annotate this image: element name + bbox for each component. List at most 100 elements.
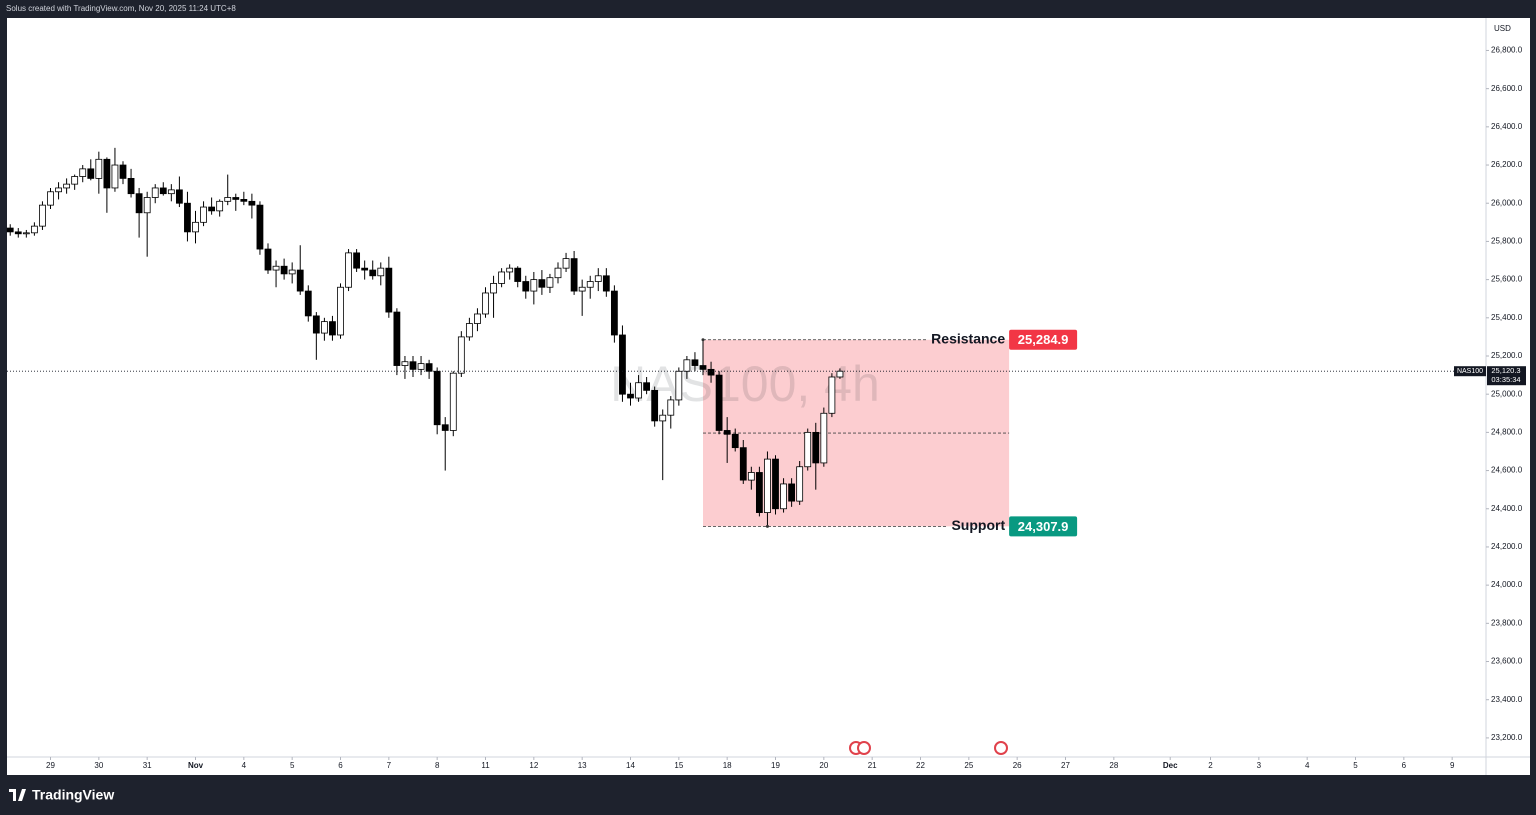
candle-body	[337, 286, 344, 336]
candle-body	[747, 472, 755, 481]
candle-body	[772, 458, 779, 510]
candle-body	[280, 265, 288, 275]
x-tick-label: 28	[1109, 761, 1118, 770]
candle-body	[457, 336, 465, 374]
countdown-label: 03:35:34	[1491, 375, 1520, 384]
candle-body	[651, 389, 659, 422]
current-price-label: 25,120.3	[1491, 366, 1520, 375]
x-tick-label: 6	[338, 761, 343, 770]
y-tick-label: 26,400.0	[1491, 122, 1523, 131]
currency-label: USD	[1494, 24, 1511, 33]
candle-body	[780, 483, 787, 510]
candle-body	[401, 361, 409, 366]
footer-logo	[9, 789, 26, 801]
y-tick-label: 25,600.0	[1491, 275, 1523, 284]
x-tick-label: Dec	[1163, 761, 1178, 770]
y-tick-label: 23,400.0	[1491, 695, 1523, 704]
candle-body	[441, 424, 449, 431]
candle-body	[820, 412, 828, 464]
y-tick-label: 25,000.0	[1491, 389, 1523, 398]
candle-body	[39, 204, 46, 227]
x-tick-label: 2	[1208, 761, 1213, 770]
candle-body	[570, 258, 578, 292]
x-tick-label: 5	[1353, 761, 1358, 770]
candle-body	[715, 374, 723, 431]
candle-body	[755, 472, 763, 513]
candle-body	[667, 399, 675, 416]
candle-body	[63, 183, 71, 189]
x-tick-label: 20	[819, 761, 828, 770]
candle-body	[643, 382, 651, 391]
x-tick-label: 27	[1061, 761, 1070, 770]
candle-body	[659, 414, 667, 422]
candle-body	[723, 430, 731, 435]
x-tick-label: 5	[290, 761, 295, 770]
candle-body	[836, 370, 844, 378]
candle-body	[216, 200, 224, 212]
x-tick-label: 13	[578, 761, 587, 770]
x-tick-label: 4	[1305, 761, 1310, 770]
candle-body	[739, 447, 747, 481]
candle-body	[159, 187, 167, 195]
candle-body	[409, 361, 417, 370]
candle-body	[47, 191, 54, 206]
candle-body	[353, 252, 361, 269]
x-tick-label: 18	[723, 761, 732, 770]
candle-body	[119, 164, 127, 179]
candle-body	[232, 197, 240, 200]
candle-body	[610, 290, 618, 336]
x-tick-label: 9	[1450, 761, 1455, 770]
candle-body	[151, 187, 159, 198]
candle-body	[135, 193, 143, 214]
x-tick-label: 30	[94, 761, 103, 770]
candle-body	[425, 363, 433, 372]
candle-body	[691, 359, 699, 366]
support-anchor	[765, 524, 769, 528]
x-tick-label: 6	[1402, 761, 1407, 770]
candle-body	[788, 483, 796, 502]
level-text: Resistance	[931, 330, 1005, 346]
candle-body	[240, 199, 248, 202]
x-tick-label: Nov	[188, 761, 204, 770]
x-tick-label: 26	[1013, 761, 1022, 770]
candle-body	[578, 286, 586, 292]
x-tick-label: 22	[916, 761, 925, 770]
candle-body	[256, 204, 264, 250]
footer-brand: TradingView	[32, 787, 114, 803]
y-tick-label: 26,000.0	[1491, 198, 1523, 207]
y-tick-label: 24,400.0	[1491, 504, 1523, 513]
candle-body	[764, 458, 771, 513]
candle-body	[699, 365, 707, 370]
candle-body	[482, 292, 489, 315]
x-tick-label: 21	[868, 761, 877, 770]
candle-body	[675, 370, 683, 401]
candle-body	[6, 227, 14, 233]
x-tick-label: 7	[387, 761, 392, 770]
candle-body	[635, 382, 642, 399]
candle-body	[627, 393, 634, 399]
candle-body	[474, 313, 481, 324]
y-tick-label: 24,600.0	[1491, 466, 1523, 475]
candle-body	[530, 279, 538, 292]
candle-body	[329, 321, 336, 336]
candle-body	[167, 189, 175, 195]
candle-body	[812, 431, 820, 464]
candle-body	[586, 281, 594, 288]
x-tick-label: 31	[143, 761, 152, 770]
x-tick-label: 12	[529, 761, 538, 770]
event-icon	[857, 741, 871, 755]
candle-body	[538, 279, 546, 288]
x-tick-label: 3	[1257, 761, 1262, 770]
x-tick-label: 8	[435, 761, 440, 770]
candle-body	[103, 158, 111, 189]
current-price-box	[1487, 366, 1526, 386]
candle-body	[320, 321, 328, 334]
candle-body	[192, 221, 199, 233]
event-icon	[994, 741, 1008, 755]
candle-body	[393, 311, 401, 366]
candle-body	[498, 271, 506, 284]
candle-body	[288, 269, 296, 275]
y-tick-label: 23,800.0	[1491, 618, 1523, 627]
candle-body	[707, 368, 715, 376]
candle-body	[304, 290, 312, 317]
